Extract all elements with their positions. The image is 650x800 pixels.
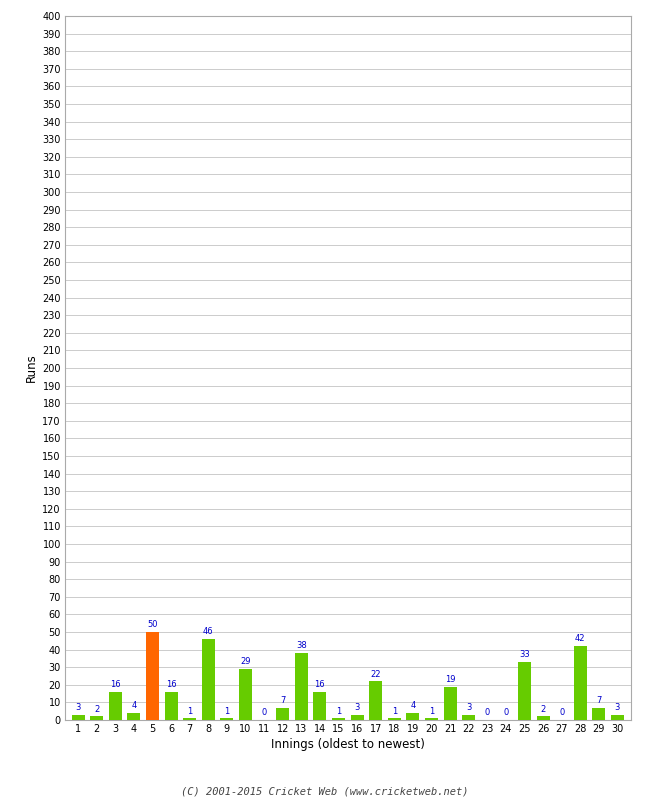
Bar <box>202 639 214 720</box>
Text: 16: 16 <box>110 680 120 690</box>
Bar <box>462 714 475 720</box>
Text: 0: 0 <box>485 708 490 718</box>
Text: 0: 0 <box>503 708 508 718</box>
Bar <box>443 686 456 720</box>
Text: 3: 3 <box>615 703 620 712</box>
Bar <box>90 717 103 720</box>
Text: 0: 0 <box>261 708 266 718</box>
Bar <box>611 714 624 720</box>
Text: 3: 3 <box>75 703 81 712</box>
Text: 1: 1 <box>429 706 434 715</box>
Text: 33: 33 <box>519 650 530 659</box>
Bar <box>574 646 587 720</box>
Text: 7: 7 <box>596 696 601 705</box>
Text: 3: 3 <box>354 703 359 712</box>
Text: 1: 1 <box>336 706 341 715</box>
Text: 19: 19 <box>445 675 455 684</box>
Bar <box>294 653 307 720</box>
Text: 3: 3 <box>466 703 471 712</box>
Bar <box>406 713 419 720</box>
Bar <box>536 717 550 720</box>
Bar <box>183 718 196 720</box>
Bar <box>592 708 605 720</box>
Bar <box>72 714 84 720</box>
Bar <box>276 708 289 720</box>
Text: 38: 38 <box>296 642 307 650</box>
Text: 1: 1 <box>392 706 397 715</box>
Text: 7: 7 <box>280 696 285 705</box>
Text: 50: 50 <box>147 620 158 630</box>
Text: 46: 46 <box>203 627 214 637</box>
Text: 4: 4 <box>131 702 136 710</box>
Text: 1: 1 <box>187 706 192 715</box>
Text: 2: 2 <box>94 705 99 714</box>
Text: (C) 2001-2015 Cricket Web (www.cricketweb.net): (C) 2001-2015 Cricket Web (www.cricketwe… <box>181 786 469 796</box>
Text: 2: 2 <box>540 705 546 714</box>
Text: 16: 16 <box>315 680 325 690</box>
Bar <box>425 718 438 720</box>
Bar <box>239 669 252 720</box>
Text: 4: 4 <box>410 702 415 710</box>
X-axis label: Innings (oldest to newest): Innings (oldest to newest) <box>271 738 424 751</box>
Y-axis label: Runs: Runs <box>25 354 38 382</box>
Text: 0: 0 <box>559 708 564 718</box>
Bar <box>388 718 401 720</box>
Bar <box>109 692 122 720</box>
Text: 22: 22 <box>370 670 381 678</box>
Bar <box>146 632 159 720</box>
Bar <box>518 662 531 720</box>
Text: 1: 1 <box>224 706 229 715</box>
Bar <box>332 718 345 720</box>
Bar <box>369 682 382 720</box>
Text: 16: 16 <box>166 680 176 690</box>
Bar <box>350 714 363 720</box>
Bar <box>164 692 177 720</box>
Text: 42: 42 <box>575 634 586 643</box>
Text: 29: 29 <box>240 658 251 666</box>
Bar <box>220 718 233 720</box>
Bar <box>127 713 140 720</box>
Bar <box>313 692 326 720</box>
